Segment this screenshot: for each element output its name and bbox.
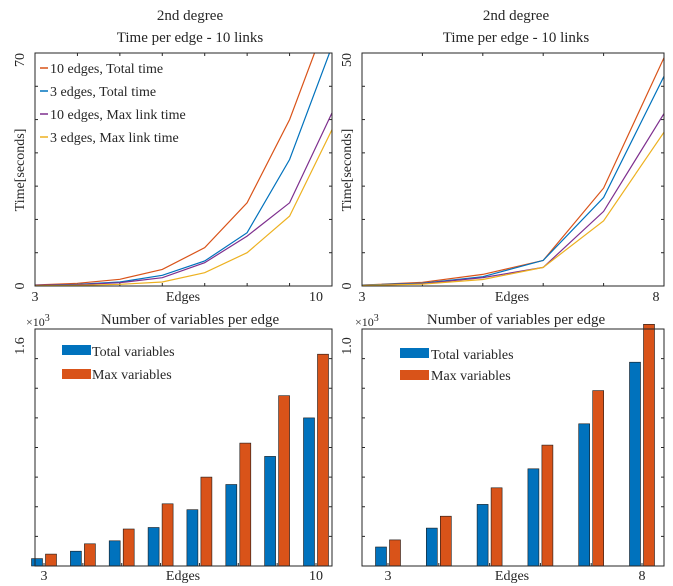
bar-total-variables-7 [578,423,591,567]
bar-max-variables-8 [239,442,252,567]
bar-total-variables-3 [31,558,43,567]
legend-label-10-edges-total: 10 edges, Total time [50,62,163,77]
legend-label-max-variables-2: Max variables [431,369,511,384]
bar-max-variables-9 [278,395,290,567]
bar-max-variables-3 [389,539,401,567]
legend-label-3-edges-max: 3 edges, Max link time [50,131,179,146]
bar-max-variables-6 [161,503,174,567]
bar-total-variables-9 [264,456,276,567]
legend-swatch-max-variables [62,369,91,379]
legend-label-total-variables: Total variables [92,345,175,360]
panel4-xlabel: Edges [495,569,529,584]
panel3-title: Number of variables per edge [101,312,280,328]
panel4-xtick-3: 3 [385,569,392,584]
bar-max-variables-8 [643,323,655,567]
panel4-multiplier: ×103 [355,313,379,329]
panel1-ytick-70: 70 [13,53,28,67]
panel4-bars [375,323,655,567]
panel1-xtick-3: 3 [32,290,39,305]
bar-total-variables-8 [629,361,641,567]
bar-total-variables-8 [225,484,238,567]
series-line-total3 [35,53,331,286]
bar-total-variables-10 [303,417,315,567]
panel2-axes-frame [361,52,665,287]
panel1-axes-frame [34,52,333,287]
bar-max-variables-6 [541,444,554,567]
panel1-title: 2nd degree [157,8,224,24]
panel2-xtick-3: 3 [359,290,366,305]
legend-label-10-edges-max: 10 edges, Max link time [50,108,186,123]
legend-label-max-variables: Max variables [92,368,172,383]
panel2-xtick-8: 8 [653,290,660,305]
series-line-total10 [35,53,316,286]
bar-max-variables-3 [45,553,57,567]
panel1-legend: 10 edges, Total time 3 edges, Total time… [40,62,186,146]
panel3-axes-frame [34,328,333,567]
panel2-xlabel: Edges [495,290,529,305]
panel2-ytick-50: 50 [340,53,355,67]
panel4-title: Number of variables per edge [427,312,606,328]
panel3-ytick-1.6: 1.6 [13,337,28,355]
panel3-multiplier: ×103 [26,313,50,329]
series-line-total3 [362,76,664,286]
panel1-ylabel: Time[seconds] [13,129,28,212]
panel2-title: 2nd degree [483,8,550,24]
panel3-bars [31,353,329,567]
panel3-xlabel: Edges [166,569,200,584]
panel4-axes-frame [361,328,665,567]
panel1-xlabel: Edges [166,290,200,305]
panel4-axis-ticks [362,328,664,567]
panel1-ytick-0: 0 [13,283,28,290]
panel4-xtick-8: 8 [639,569,646,584]
bar-total-variables-7 [186,509,199,567]
series-line-max10 [35,112,332,286]
bar-max-variables-5 [122,528,135,567]
panel2-ytick-0: 0 [340,283,355,290]
line-chart-panel-1: 2nd degree Time per edge - 10 links 3 10… [13,8,333,305]
bar-total-variables-3 [375,546,387,567]
bar-max-variables-4 [439,515,452,567]
panel2-series-lines [362,57,664,286]
bar-total-variables-6 [527,468,540,567]
bar-max-variables-7 [200,476,213,567]
legend-swatch-total-variables-2 [400,348,429,358]
panel4-legend: Total variables Max variables [400,348,514,384]
bar-total-variables-5 [476,504,489,567]
panel2-subtitle: Time per edge - 10 links [443,30,590,46]
panel3-legend: Total variables Max variables [62,345,175,383]
panel1-subtitle: Time per edge - 10 links [117,30,264,46]
legend-label-3-edges-total: 3 edges, Total time [50,85,156,100]
bar-max-variables-5 [490,487,503,567]
series-line-total10 [362,57,664,286]
panel2-ylabel: Time[seconds] [340,129,355,212]
bar-total-variables-4 [70,550,82,567]
bar-total-variables-4 [425,527,438,567]
bar-max-variables-10 [317,353,329,567]
bar-chart-panel-3: ×103 Number of variables per edge 1.6 3 … [13,312,333,584]
series-line-max3 [35,129,332,286]
panel2-axis-ticks [361,52,665,287]
bar-max-variables-4 [84,543,96,567]
bar-total-variables-5 [108,540,121,567]
series-line-max3 [362,131,664,286]
panel3-xtick-3: 3 [41,569,48,584]
bar-total-variables-6 [147,527,160,567]
panel4-ytick-1.0: 1.0 [340,337,355,355]
legend-label-total-variables-2: Total variables [431,348,514,363]
bar-max-variables-7 [592,390,605,567]
panel3-xtick-10: 10 [309,569,323,584]
panel1-xtick-10: 10 [309,290,323,305]
panel1-series-lines [35,53,332,286]
bar-chart-panel-4: ×103 Number of variables per edge 1.0 3 … [340,312,665,584]
legend-swatch-total-variables [62,345,91,355]
legend-swatch-max-variables-2 [400,370,429,380]
line-chart-panel-2: 2nd degree Time per edge - 10 links 3 8 … [340,8,665,305]
